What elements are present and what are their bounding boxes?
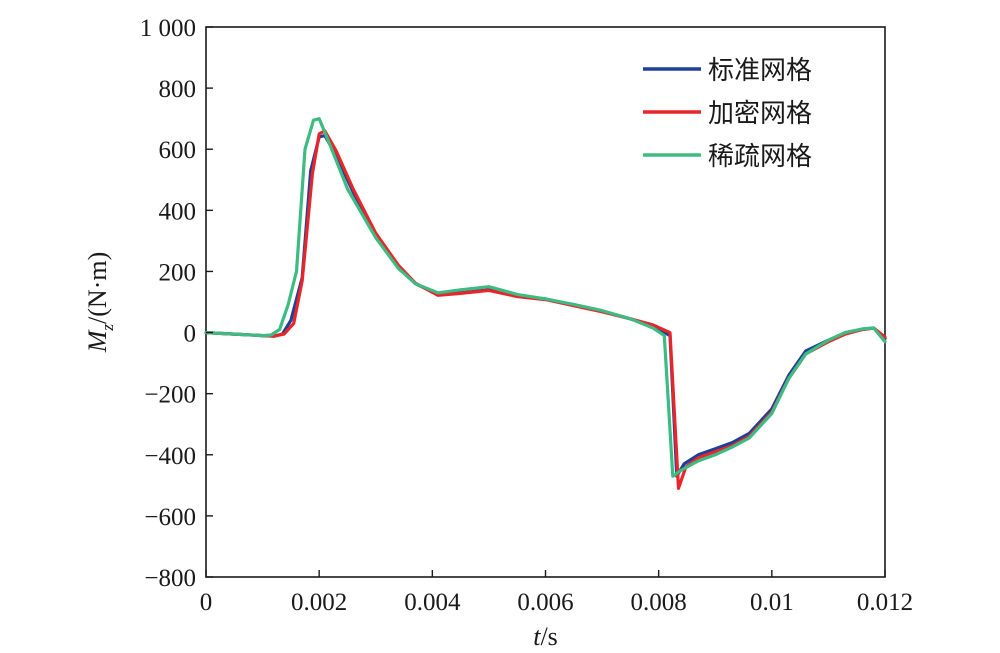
x-tick-label: 0.004 <box>404 589 461 616</box>
y-tick-label: 200 <box>159 259 197 286</box>
series-line-2 <box>204 129 887 490</box>
x-tick-label: 0 <box>200 589 213 616</box>
x-tick-label: 0.002 <box>291 589 347 616</box>
legend-label-3: 稀疏网格 <box>708 142 812 172</box>
series-layer <box>204 117 887 490</box>
y-tick-label: −200 <box>144 382 196 409</box>
y-tick-label: −800 <box>144 565 196 592</box>
x-tick-label: 0.01 <box>750 589 794 616</box>
y-axis-title: Mz/(N·m) <box>83 252 117 354</box>
legend-label-2: 加密网格 <box>708 99 812 129</box>
y-tick-label: 600 <box>159 137 197 164</box>
y-axis: 1 000 800 600 400 200 0 −200 −400 −600 −800 <box>140 15 213 592</box>
x-tick-label: 0.006 <box>517 589 573 616</box>
y-tick-label: −600 <box>144 504 196 531</box>
y-tick-label: 1 000 <box>140 15 196 42</box>
x-axis: 0 0.002 0.004 0.006 0.008 0.01 0.012 <box>200 570 913 616</box>
series-line-1 <box>204 133 887 478</box>
legend-label-1: 标准网格 <box>708 56 812 86</box>
series-line-3 <box>204 117 887 478</box>
y-tick-label: 400 <box>159 198 197 225</box>
y-tick-label: 0 <box>184 321 197 348</box>
x-tick-label: 0.008 <box>631 589 687 616</box>
x-tick-label: 0.012 <box>857 589 913 616</box>
x-axis-title: t/s <box>533 622 558 651</box>
y-tick-label: 800 <box>159 76 197 103</box>
y-tick-label: −400 <box>144 443 196 470</box>
